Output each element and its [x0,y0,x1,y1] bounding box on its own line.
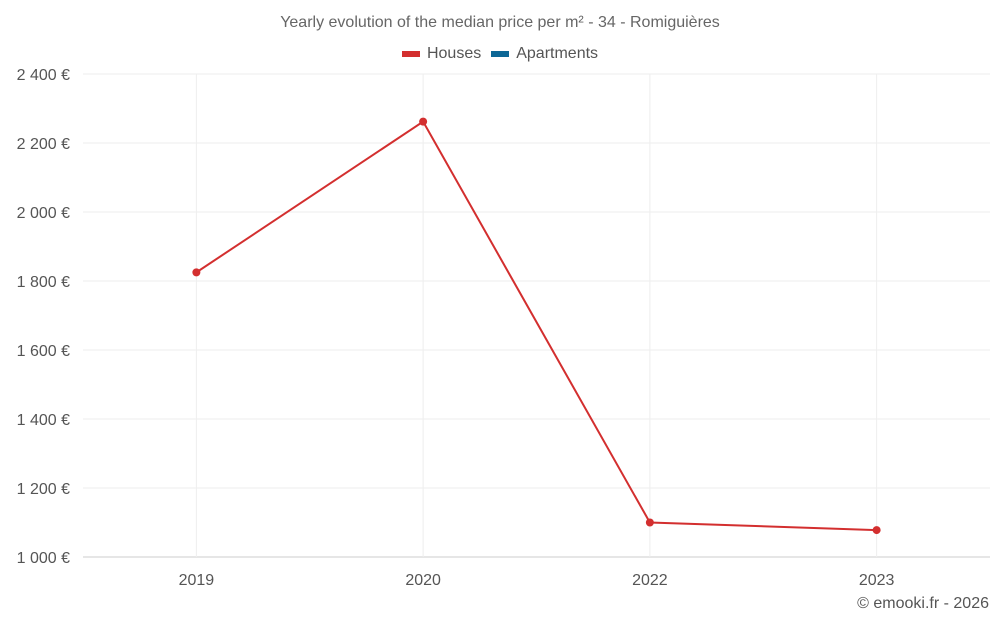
y-tick-label: 1 000 € [17,550,70,567]
series-line-houses [195,120,877,532]
y-tick-label: 2 200 € [17,136,70,153]
legend-swatch-houses [401,51,420,57]
y-tick-label: 1 400 € [17,412,70,429]
data-point-houses [419,117,428,126]
x-tick-label: 2020 [405,572,441,589]
legend-label-apartments: Apartments [516,45,599,62]
x-tick-label: 2023 [859,572,895,589]
legend-swatch-apartments [491,51,510,57]
x-tick-label: 2019 [179,572,215,589]
data-point-houses [192,268,201,277]
x-tick-label: 2022 [632,572,668,589]
data-point-houses [872,526,881,535]
legend-item-houses[interactable]: Houses [401,45,482,63]
y-tick-label: 1 200 € [17,481,70,498]
legend-item-apartments[interactable]: Apartments [491,45,598,63]
chart-legend: Houses Apartments [0,45,1000,63]
credit-text: © emooki.fr - 2026 [857,595,989,612]
y-tick-label: 1 800 € [17,274,70,291]
y-tick-label: 2 000 € [17,205,70,222]
chart-title: Yearly evolution of the median price per… [280,14,720,31]
data-point-houses [645,518,654,527]
legend-label-houses: Houses [426,45,482,62]
y-tick-label: 1 600 € [17,343,70,360]
y-tick-label: 2 400 € [17,67,70,84]
